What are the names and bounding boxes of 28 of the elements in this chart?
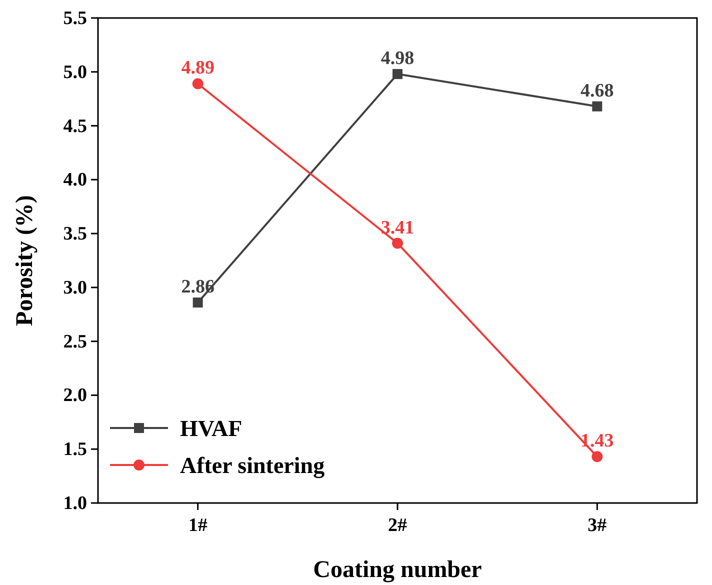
y-tick-label: 2.0	[63, 385, 87, 406]
point	[592, 451, 603, 462]
y-axis-title: Porosity (%)	[12, 195, 38, 326]
y-tick-label: 2.5	[63, 331, 87, 352]
data-label: 4.98	[380, 48, 414, 70]
x-axis-title: Coating number	[313, 557, 482, 583]
y-tick-label: 1.0	[63, 493, 87, 514]
data-label: 4.89	[181, 58, 214, 79]
y-tick-label: 3.5	[63, 224, 87, 245]
data-label: 4.68	[580, 80, 614, 102]
data-label: 3.41	[380, 217, 414, 238]
y-tick-label: 4.0	[63, 170, 87, 191]
y-tick-label: 3.0	[63, 277, 87, 298]
y-tick-label: 5.5	[63, 8, 87, 29]
point	[392, 69, 402, 80]
legend-label: HVAF	[180, 416, 242, 441]
y-tick-label: 1.5	[63, 439, 87, 460]
y-tick-label: 4.5	[63, 116, 87, 137]
point	[592, 101, 602, 112]
data-label: 1.43	[580, 430, 614, 452]
point	[192, 298, 203, 308]
x-tick-label: 1#	[188, 515, 208, 536]
x-tick-label: 3#	[588, 515, 608, 536]
y-tick-label: 5.0	[63, 62, 87, 83]
point	[192, 78, 204, 90]
legend-label: After sintering	[180, 453, 326, 479]
point	[392, 238, 403, 249]
x-tick-label: 2#	[388, 515, 408, 536]
